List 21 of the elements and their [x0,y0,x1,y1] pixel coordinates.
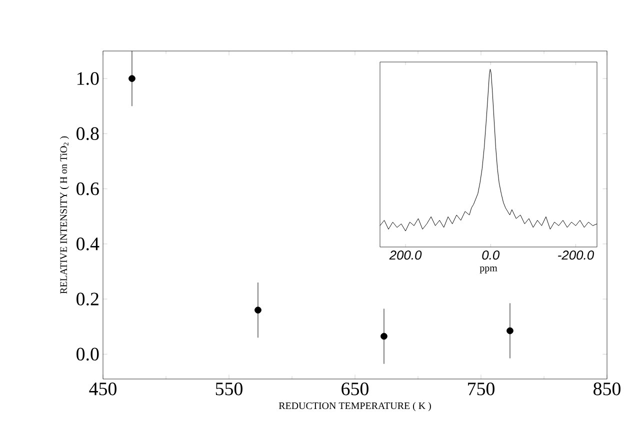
x-tick-label: 650 [342,382,368,396]
point [254,306,262,314]
y-tick-label: 0.2 [76,292,98,306]
y-axis-title: RELATIVE INTENSITY ( H on TiO$_{2}$ ) [60,136,69,294]
y-tick-label: 0.8 [76,127,99,140]
point [380,332,388,340]
x-axis-title: ppm [480,266,498,274]
x-tick-label: 200.0 [389,250,422,260]
y-tick-label: 0.4 [76,238,100,250]
x-tick-label: 850 [594,382,620,396]
point [128,75,136,82]
y-tick-label: 0.0 [76,348,99,361]
x-axis-title: REDUCTION TEMPERATURE ( K ) [278,402,431,412]
x-tick-label: -200.0 [558,250,594,260]
x-tick-label: 750 [468,382,494,396]
point [506,327,514,334]
y-tick-label: 1.0 [77,72,99,85]
x-tick-label: 0.0 [482,250,500,260]
x-tick-label: 550 [216,382,242,396]
y-tick-label: 0.6 [76,182,99,196]
x-tick-label: 450 [89,382,116,396]
